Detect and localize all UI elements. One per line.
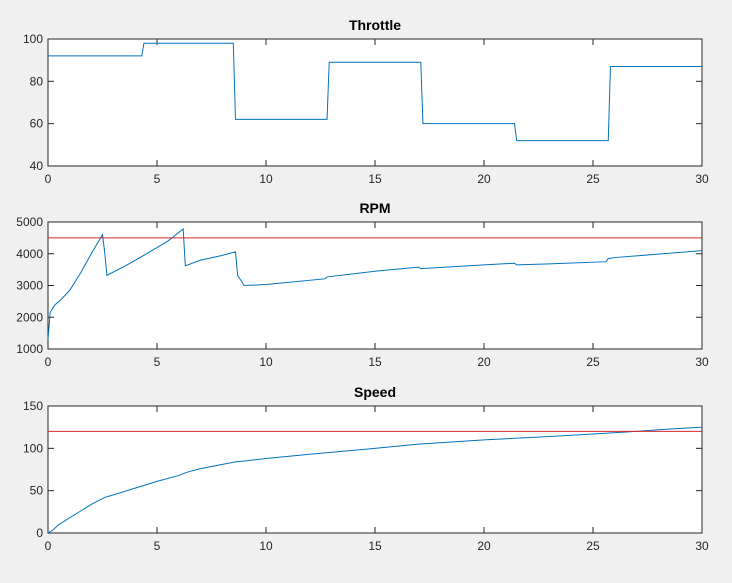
x-tick-label: 15: [368, 539, 382, 553]
y-tick-label: 0: [36, 526, 43, 540]
chart-title: Throttle: [349, 17, 401, 33]
y-tick-label: 5000: [16, 215, 43, 229]
x-tick-label: 10: [259, 172, 273, 186]
axes-box: [47, 405, 703, 534]
x-tick-label: 30: [695, 172, 709, 186]
x-tick-label: 20: [477, 172, 491, 186]
y-tick-label: 2000: [16, 310, 43, 324]
subplot-2: RPM 0 5 10 15 20 25 30 1000 2000 3000 4000 5000: [16, 200, 709, 369]
x-tick-label: 0: [45, 539, 52, 553]
y-tick-label: 100: [23, 32, 43, 46]
x-tick-label: 5: [154, 539, 161, 553]
x-tick-label: 25: [586, 539, 600, 553]
subplot-3: Speed 0 5 10 15 20 25 30 0 50 100 150: [23, 384, 709, 553]
axes-box: [47, 221, 703, 350]
y-tick-label: 80: [30, 74, 44, 88]
data-line: [47, 426, 703, 534]
data-line: [47, 228, 703, 340]
x-tick-label: 30: [695, 355, 709, 369]
x-tick-label: 25: [586, 172, 600, 186]
x-tick-label: 10: [259, 355, 273, 369]
y-tick-label: 150: [23, 399, 43, 413]
y-tick-label: 4000: [16, 247, 43, 261]
x-tick-label: 0: [45, 172, 52, 186]
x-tick-label: 20: [477, 355, 491, 369]
chart-title: Speed: [354, 384, 396, 400]
data-line: [48, 42, 702, 142]
y-tick-label: 60: [30, 117, 44, 131]
y-tick-label: 3000: [16, 279, 43, 293]
x-tick-label: 5: [154, 172, 161, 186]
x-tick-label: 5: [154, 355, 161, 369]
chart-title: RPM: [359, 200, 390, 216]
x-tick-label: 10: [259, 539, 273, 553]
y-tick-label: 1000: [16, 342, 43, 356]
y-tick-label: 50: [30, 484, 44, 498]
x-tick-label: 25: [586, 355, 600, 369]
x-tick-label: 30: [695, 539, 709, 553]
x-tick-label: 15: [368, 355, 382, 369]
y-tick-label: 40: [30, 159, 44, 173]
x-tick-label: 0: [45, 355, 52, 369]
axes-box: [47, 38, 703, 167]
y-tick-label: 100: [23, 441, 43, 455]
x-tick-label: 20: [477, 539, 491, 553]
subplot-1: Throttle 0 5 10 15 20 25 30 40 60 80 100: [23, 17, 709, 186]
x-tick-label: 15: [368, 172, 382, 186]
